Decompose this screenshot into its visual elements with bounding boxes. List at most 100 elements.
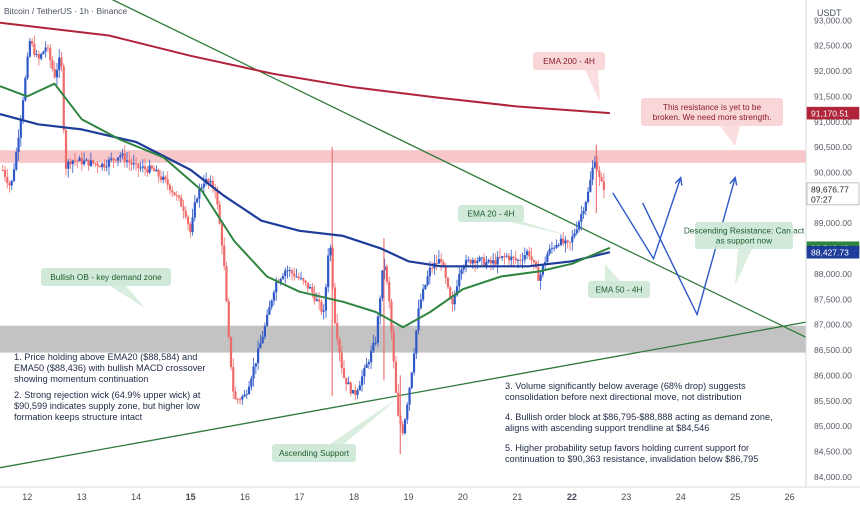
candle-body bbox=[584, 202, 587, 211]
candle-body bbox=[577, 221, 581, 230]
candle-body bbox=[408, 387, 411, 405]
candle-body bbox=[512, 256, 515, 258]
candle-body bbox=[37, 54, 40, 59]
candle-body bbox=[182, 206, 185, 211]
x-tick-label: 26 bbox=[785, 492, 795, 502]
candle-body bbox=[12, 169, 16, 181]
candle-body bbox=[553, 247, 556, 249]
candle-body bbox=[537, 267, 540, 281]
candle-body bbox=[444, 265, 447, 278]
candle-body bbox=[195, 198, 199, 203]
y-tick-label: 90,000.00 bbox=[814, 167, 852, 177]
x-tick-label: 13 bbox=[77, 492, 87, 502]
candle-body bbox=[193, 202, 196, 218]
note-4: 4. Bullish order block at $86,795-$88,88… bbox=[505, 412, 773, 433]
candle-body bbox=[523, 255, 526, 260]
candle-body bbox=[35, 54, 38, 55]
candle-body bbox=[306, 282, 309, 289]
descending-trendline bbox=[111, 0, 807, 338]
y-tick-label: 89,000.00 bbox=[814, 218, 852, 228]
ema200-callout-box bbox=[533, 52, 605, 70]
candle-body bbox=[259, 343, 262, 349]
y-tick-label: 86,000.00 bbox=[814, 370, 852, 380]
ascending-callout-box bbox=[272, 444, 356, 462]
currency-label: USDT bbox=[817, 8, 842, 18]
x-tick-label: 19 bbox=[403, 492, 413, 502]
y-tick-label: 93,000.00 bbox=[814, 15, 852, 25]
candle-body bbox=[415, 330, 418, 354]
candle-body bbox=[586, 191, 590, 203]
notes-right: 3. Volume significantly below average (6… bbox=[505, 381, 783, 465]
candle-body bbox=[223, 245, 226, 267]
candle-body bbox=[3, 170, 7, 177]
candle-body bbox=[363, 368, 366, 377]
price-tag-time: 07:27 bbox=[811, 194, 833, 204]
resistance-callout-line: broken. We need more strength. bbox=[653, 112, 772, 122]
note-1: 1. Price holding above EMA20 ($88,584) a… bbox=[14, 352, 206, 384]
candle-body bbox=[19, 119, 22, 138]
candle-body bbox=[40, 54, 43, 59]
candle-body bbox=[146, 169, 149, 173]
ema20-callout-box bbox=[458, 205, 524, 222]
candle-body bbox=[591, 167, 594, 180]
price-tag-label: 91,170.51 bbox=[811, 109, 849, 119]
candle-body bbox=[234, 391, 237, 400]
candle-body bbox=[144, 166, 147, 170]
candle-body bbox=[1, 169, 4, 171]
candle-body bbox=[313, 292, 316, 301]
candle-body bbox=[304, 280, 307, 283]
candle-body bbox=[51, 60, 54, 69]
candle-body bbox=[501, 256, 504, 258]
candle-body bbox=[252, 366, 255, 379]
candle-body bbox=[245, 393, 248, 395]
candle-body bbox=[103, 163, 106, 168]
candle-body bbox=[105, 166, 108, 168]
candle-body bbox=[360, 376, 364, 386]
candle-body bbox=[288, 270, 291, 271]
candle-body bbox=[21, 100, 25, 120]
candle-body bbox=[397, 392, 400, 416]
candle-body bbox=[435, 262, 438, 264]
candle-body bbox=[281, 276, 285, 279]
candle-body bbox=[137, 163, 140, 169]
x-tick-label: 25 bbox=[730, 492, 740, 502]
candle-body bbox=[121, 153, 124, 156]
candle-body bbox=[177, 195, 181, 198]
ema200-callout-text: EMA 200 - 4H bbox=[543, 56, 595, 66]
candle-body bbox=[198, 188, 201, 199]
projection-arrow-1-head bbox=[674, 176, 683, 186]
candle-body bbox=[342, 368, 346, 378]
candle-body bbox=[514, 257, 517, 261]
candle-body bbox=[89, 160, 92, 166]
demand-callout-pointer bbox=[110, 286, 145, 308]
candle-body bbox=[333, 287, 337, 324]
candle-body bbox=[279, 278, 282, 283]
candle-body bbox=[528, 251, 531, 257]
candle-body bbox=[365, 364, 368, 369]
candle-body bbox=[168, 184, 172, 191]
candle-body bbox=[555, 244, 558, 248]
candle-body bbox=[141, 166, 144, 168]
candle-body bbox=[44, 47, 47, 52]
candle-body bbox=[329, 247, 332, 256]
candle-body bbox=[580, 213, 583, 222]
candle-body bbox=[503, 256, 506, 257]
demand-zone bbox=[0, 325, 806, 353]
candle-body bbox=[162, 176, 165, 180]
candle-body bbox=[322, 310, 325, 312]
candle-body bbox=[225, 266, 228, 302]
chart-title: Bitcoin / TetherUS · 1h · Binance bbox=[4, 6, 127, 16]
candle-body bbox=[73, 160, 77, 162]
candle-body bbox=[562, 238, 565, 244]
candle-body bbox=[571, 236, 574, 243]
candle-body bbox=[458, 274, 461, 287]
candle-body bbox=[471, 260, 474, 264]
candle-body bbox=[374, 342, 377, 344]
x-tick-label: 22 bbox=[567, 492, 577, 502]
candle-body bbox=[69, 161, 72, 165]
candle-body bbox=[431, 267, 434, 269]
candle-body bbox=[10, 180, 13, 186]
candle-body bbox=[114, 159, 117, 161]
